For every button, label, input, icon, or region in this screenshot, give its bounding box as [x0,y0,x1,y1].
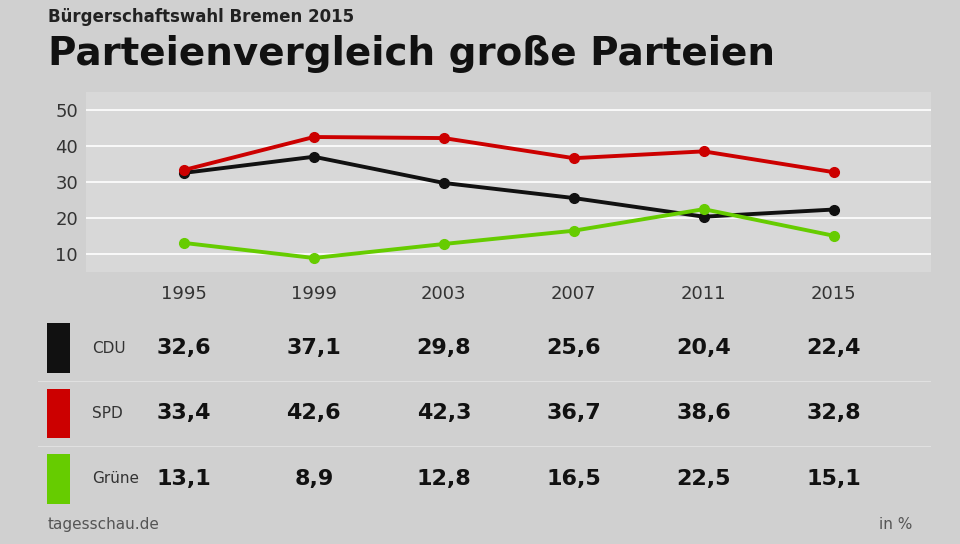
Text: 32,8: 32,8 [806,404,861,423]
Text: 22,5: 22,5 [677,469,731,489]
Text: SPD: SPD [92,406,123,421]
Text: 2011: 2011 [681,285,727,303]
Text: 32,6: 32,6 [156,338,211,358]
Text: 1999: 1999 [291,285,337,303]
Text: 2003: 2003 [421,285,467,303]
Text: CDU: CDU [92,341,126,356]
Text: 2015: 2015 [811,285,856,303]
Text: 15,1: 15,1 [806,469,861,489]
FancyBboxPatch shape [47,388,70,438]
Text: 38,6: 38,6 [677,404,732,423]
Text: 33,4: 33,4 [156,404,211,423]
Text: 12,8: 12,8 [417,469,471,489]
Text: 37,1: 37,1 [286,338,341,358]
Text: 8,9: 8,9 [294,469,333,489]
Text: Bürgerschaftswahl Bremen 2015: Bürgerschaftswahl Bremen 2015 [48,8,354,26]
Text: 20,4: 20,4 [677,338,732,358]
Text: 42,3: 42,3 [417,404,471,423]
Text: 29,8: 29,8 [417,338,471,358]
Text: 25,6: 25,6 [546,338,601,358]
Text: 16,5: 16,5 [546,469,601,489]
Text: Grüne: Grüne [92,471,139,486]
Text: in %: in % [878,517,912,533]
Text: 1995: 1995 [161,285,206,303]
Text: Parteienvergleich große Parteien: Parteienvergleich große Parteien [48,35,775,73]
Text: 36,7: 36,7 [546,404,601,423]
FancyBboxPatch shape [47,323,70,373]
Text: 42,6: 42,6 [286,404,341,423]
Text: 2007: 2007 [551,285,596,303]
Text: tagesschau.de: tagesschau.de [48,517,160,533]
FancyBboxPatch shape [47,454,70,504]
Text: 22,4: 22,4 [806,338,861,358]
Text: 13,1: 13,1 [156,469,211,489]
